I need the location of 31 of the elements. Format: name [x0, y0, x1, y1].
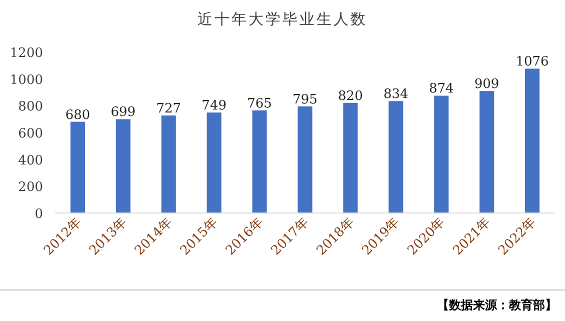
text: 【数据来源：教育部】: [437, 298, 557, 312]
bar: [525, 68, 540, 213]
bar: [434, 96, 449, 213]
data-label: 909: [474, 77, 500, 92]
y-tick-label: 0: [34, 207, 43, 222]
data-label: 765: [247, 96, 272, 112]
bar: [480, 91, 494, 213]
y-tick-label: 800: [18, 100, 43, 115]
data-label: 834: [383, 87, 408, 102]
y-tick-label: 400: [18, 153, 43, 168]
bar: [388, 101, 404, 213]
y-tick-label: 1000: [10, 72, 43, 88]
bar: [161, 115, 176, 213]
bar: [343, 102, 358, 213]
data-label: 795: [292, 92, 318, 108]
bar: [298, 106, 312, 213]
data-label: 820: [338, 88, 363, 104]
y-tick-label: 1200: [10, 46, 43, 61]
y-tick-label: 200: [18, 180, 43, 196]
bar: [70, 122, 85, 213]
bar: [252, 110, 267, 213]
data-label: 1076: [516, 54, 549, 70]
y-tick-label: 600: [18, 126, 43, 142]
data-label: 874: [428, 82, 454, 97]
chart-title: 近十年大学毕业生人数: [198, 10, 368, 28]
data-label: 680: [65, 108, 90, 123]
data-label: 727: [156, 101, 182, 116]
bar: [116, 119, 130, 213]
data-label: 749: [202, 98, 227, 114]
bar: [206, 112, 222, 213]
data-label: 699: [110, 105, 136, 120]
